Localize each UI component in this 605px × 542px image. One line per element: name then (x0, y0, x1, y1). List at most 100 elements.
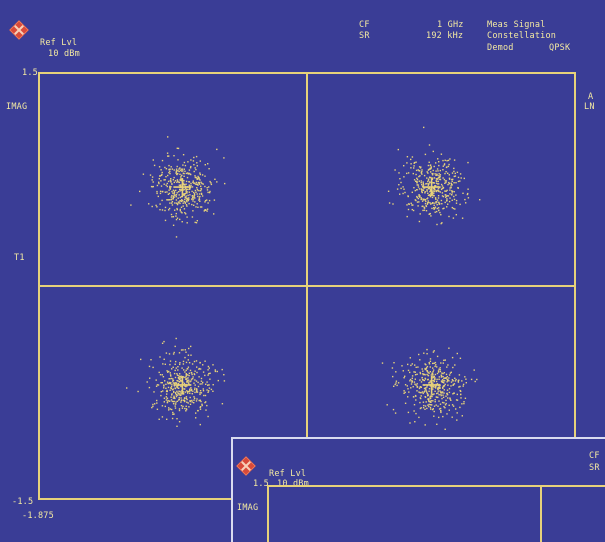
constellation-point (447, 384, 449, 386)
constellation-point (178, 397, 180, 399)
constellation-point (172, 379, 175, 382)
constellation-point (462, 192, 464, 194)
constellation-point (393, 385, 395, 387)
constellation-point (442, 387, 444, 389)
constellation-point (199, 406, 201, 409)
constellation-point (432, 182, 434, 184)
constellation-point (455, 408, 457, 410)
constellation-point (400, 187, 402, 190)
constellation-point (185, 376, 187, 378)
constellation-point (161, 416, 164, 418)
constellation-point (165, 399, 168, 401)
constellation-point (442, 362, 444, 364)
constellation-point (453, 175, 455, 178)
constellation-point (164, 191, 166, 193)
constellation-point (194, 176, 196, 179)
constellation-point (163, 387, 165, 389)
constellation-point (447, 195, 450, 197)
constellation-point (440, 214, 442, 216)
constellation-point (168, 189, 170, 191)
constellation-point (163, 385, 165, 387)
constellation-point (439, 175, 441, 178)
constellation-point (199, 423, 201, 426)
constellation-point (425, 364, 427, 366)
constellation-point (462, 383, 465, 386)
constellation-point (435, 201, 437, 203)
constellation-point (413, 371, 415, 373)
constellation-point (180, 399, 183, 401)
constellation-point (179, 202, 181, 205)
constellation-point (166, 401, 169, 404)
constellation-point (413, 404, 416, 406)
constellation-point (197, 175, 199, 178)
constellation-point (418, 180, 420, 182)
constellation-point (418, 220, 421, 223)
constellation-point (159, 203, 161, 205)
constellation-point (418, 196, 421, 198)
constellation-point (423, 209, 426, 211)
constellation-point (200, 189, 202, 192)
constellation-point (180, 390, 183, 392)
constellation-point (185, 191, 187, 193)
constellation-point (207, 369, 209, 371)
constellation-point (148, 365, 151, 368)
constellation-point (156, 399, 158, 402)
constellation-point (184, 188, 186, 190)
constellation-point (176, 208, 178, 211)
constellation-point (427, 179, 430, 181)
constellation-point (177, 366, 179, 368)
constellation-point (201, 182, 203, 185)
constellation-point (434, 173, 436, 175)
constellation-point (431, 372, 433, 374)
constellation-point (167, 136, 169, 138)
constellation-point (180, 379, 182, 382)
constellation-point (409, 378, 412, 381)
constellation-point (413, 167, 415, 169)
constellation-point (421, 191, 423, 193)
constellation-point (159, 175, 162, 177)
constellation-point (180, 392, 182, 394)
constellation-point (386, 404, 388, 406)
constellation-point (142, 173, 145, 175)
constellation-point (169, 389, 171, 391)
constellation-point (436, 378, 438, 381)
constellation-point (195, 183, 198, 186)
constellation-point (397, 148, 399, 151)
constellation-point (451, 356, 454, 359)
constellation-point (196, 187, 198, 189)
constellation-point (180, 177, 182, 179)
constellation-point (186, 385, 188, 387)
constellation-point (476, 378, 478, 381)
constellation-point (167, 174, 169, 177)
constellation-point (175, 367, 177, 369)
constellation-point (413, 187, 415, 189)
constellation-point (192, 378, 194, 380)
constellation-point (179, 167, 181, 169)
constellation-point (441, 185, 444, 187)
constellation-point (186, 398, 188, 401)
constellation-point (206, 381, 208, 383)
constellation-point (183, 194, 185, 196)
constellation-point (392, 375, 394, 378)
constellation-point (425, 389, 427, 391)
constellation-point (452, 383, 455, 386)
constellation-point (441, 372, 443, 374)
constellation-point (184, 164, 187, 167)
constellation-point (412, 396, 415, 398)
constellation-point (439, 178, 441, 181)
constellation-point (431, 177, 434, 179)
constellation-point (429, 404, 432, 406)
constellation-point (167, 180, 170, 183)
secondary-analyzer-window[interactable]: Ref Lvl 10 dBm 1.5 IMAG CF SR (231, 437, 605, 542)
constellation-point (433, 204, 435, 206)
constellation-point (447, 203, 449, 205)
constellation-point (427, 178, 430, 180)
constellation-point (177, 392, 179, 394)
constellation-point (409, 371, 411, 374)
constellation-point (176, 147, 178, 149)
constellation-point (202, 371, 205, 373)
constellation-point (441, 192, 444, 194)
constellation-point (436, 423, 438, 425)
constellation-point (169, 199, 171, 201)
constellation-point (209, 190, 211, 193)
